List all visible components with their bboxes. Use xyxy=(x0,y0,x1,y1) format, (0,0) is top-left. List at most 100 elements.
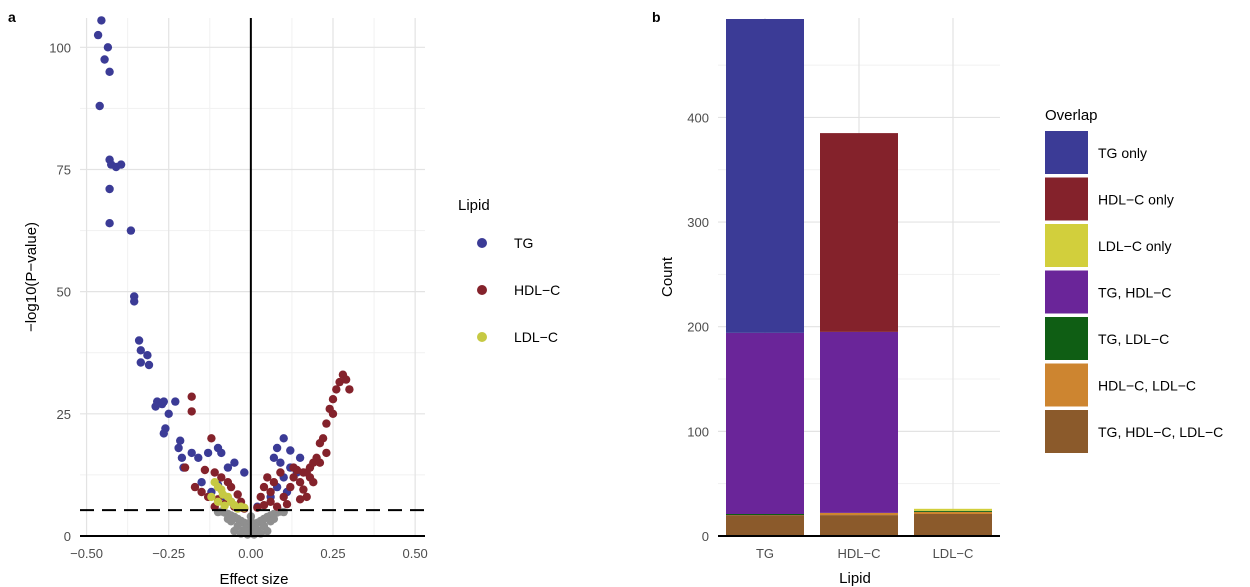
panel-a-point-tg xyxy=(240,468,249,477)
panel-a-point-hdl-c xyxy=(187,407,196,416)
panel-a-point-hdl-c xyxy=(341,375,351,384)
panel-b-label: b xyxy=(652,9,661,25)
panel-a-point-tg xyxy=(230,458,239,467)
panel-b-bar-segment xyxy=(820,515,898,536)
panel-a-point-hdl-c xyxy=(266,497,275,506)
panel-a-point-hdl-c xyxy=(272,502,282,511)
panel-a-point-tg xyxy=(174,443,183,453)
panel-a-point-tg xyxy=(177,453,187,462)
panel-a-point-hdl-c xyxy=(286,482,295,492)
panel-a-point-tg xyxy=(134,336,144,345)
panel-b-y-tick-label: 300 xyxy=(687,215,709,230)
panel-b-bar-segment xyxy=(820,331,898,513)
panel-a-point-tg xyxy=(269,453,279,462)
panel-a-point-tg xyxy=(97,16,106,25)
panel-b-legend-label: HDL−C only xyxy=(1098,192,1174,208)
panel-b-y-tick-label: 400 xyxy=(687,110,709,125)
panel-a-legend: Lipid TG HDL−C LDL−C xyxy=(458,197,560,345)
panel-b-x-tick-label: TG xyxy=(756,546,774,561)
panel-b-legend-key xyxy=(1045,363,1088,407)
panel-a-point-hdl-c xyxy=(332,385,341,394)
panel-a-point-hdl-c xyxy=(269,478,279,487)
panel-a-point-hdl-c xyxy=(299,468,308,477)
panel-a-point-tg xyxy=(105,184,114,194)
panel-b-bar-segment xyxy=(820,513,898,516)
panel-b-legend-label: HDL−C, LDL−C xyxy=(1098,378,1196,394)
panel-a-point-tg xyxy=(164,409,173,418)
panel-a-point-tg xyxy=(105,219,114,228)
panel-a-legend-title: Lipid xyxy=(458,197,490,214)
panel-b-legend-label: TG, HDL−C, LDL−C xyxy=(1098,424,1223,440)
panel-a-ticks: −0.50 −0.25 0.00 0.25 0.50 0 25 50 75 100 xyxy=(49,40,428,561)
panel-a-point-tg xyxy=(194,453,203,462)
panel-a-point-tg xyxy=(159,397,168,406)
panel-b-bar-segment xyxy=(726,333,804,514)
panel-a-grid xyxy=(80,18,425,537)
panel-a-points xyxy=(93,16,354,539)
panel-a-point-nonsignificant xyxy=(263,526,272,536)
panel-a-x-tick-label: −0.50 xyxy=(70,546,103,561)
panel-b-bar-segment xyxy=(914,508,992,511)
panel-a-point-hdl-c xyxy=(259,501,269,510)
panel-a-legend-key xyxy=(477,238,487,248)
panel-a-point-nonsignificant xyxy=(269,514,279,524)
panel-b-y-tick-label: 200 xyxy=(687,320,709,335)
panel-a-point-hdl-c xyxy=(210,468,219,477)
panel-b-ticks: 0 100 200 300 400 TG HDL−C LDL−C xyxy=(687,110,1000,561)
panel-b-legend-key xyxy=(1045,131,1088,174)
panel-a-point-hdl-c xyxy=(263,473,272,482)
panel-a-point-hdl-c xyxy=(279,492,288,502)
panel-a-point-tg xyxy=(187,448,196,458)
panel-a-point-hdl-c xyxy=(289,473,298,482)
panel-a-point-tg xyxy=(223,463,233,472)
panel-b-x-axis-title: Lipid xyxy=(839,570,871,587)
panel-a-point-hdl-c xyxy=(295,478,305,487)
panel-a-y-tick-label: 100 xyxy=(49,40,71,55)
panel-a-point-tg xyxy=(203,448,213,458)
panel-a-point-hdl-c xyxy=(302,492,311,502)
panel-a-point-nonsignificant xyxy=(230,526,239,536)
panel-a-point-hdl-c xyxy=(276,468,285,477)
panel-a-point-hdl-c xyxy=(180,463,190,472)
panel-a-point-hdl-c xyxy=(217,473,226,482)
panel-b-legend-label: TG, HDL−C xyxy=(1098,285,1172,301)
panel-a-point-tg xyxy=(276,458,285,467)
panel-b-bar-segment xyxy=(726,515,804,536)
panel-a-point-tg xyxy=(151,402,160,411)
panel-b-legend-label: LDL−C only xyxy=(1098,238,1172,254)
panel-a-volcano-plot: a −0.50 −0.25 0.00 0.25 0.50 0 25 50 75 100 Effec… xyxy=(8,9,560,587)
panel-a-x-tick-label: 0.50 xyxy=(402,546,427,561)
panel-b-bar-segment xyxy=(914,511,992,514)
panel-a-point-tg xyxy=(95,101,104,111)
panel-a-legend-label: HDL−C xyxy=(514,282,560,298)
panel-a-y-tick-label: 50 xyxy=(57,285,71,300)
panel-a-point-tg xyxy=(103,43,113,52)
panel-a-point-hdl-c xyxy=(345,385,354,394)
panel-b-y-tick-label: 0 xyxy=(702,529,709,544)
panel-a-legend-label: LDL−C xyxy=(514,329,558,345)
panel-a-legend-label: TG xyxy=(514,235,533,251)
panel-a-point-hdl-c xyxy=(190,482,200,492)
panel-b-bar-segment xyxy=(726,19,804,333)
panel-b-legend-title: Overlap xyxy=(1045,107,1098,124)
panel-a-point-tg xyxy=(197,478,206,487)
panel-a-point-tg xyxy=(295,453,305,462)
panel-a-point-ldl-c xyxy=(207,492,216,502)
panel-b-legend-key xyxy=(1045,270,1088,314)
panel-b-bar-segment xyxy=(726,514,804,515)
panel-a-point-tg xyxy=(93,30,103,40)
panel-b-legend-key xyxy=(1045,177,1088,221)
panel-b-bars xyxy=(726,19,992,536)
panel-a-point-nonsignificant xyxy=(223,514,233,524)
panel-a-point-tg xyxy=(100,55,109,64)
panel-a-legend-key xyxy=(477,332,487,342)
panel-b-bar-segment xyxy=(914,510,992,512)
panel-a-point-tg xyxy=(143,351,152,360)
panel-a-reference-lines xyxy=(80,18,425,537)
panel-a-y-axis-title: −log10(P−value) xyxy=(23,222,40,332)
panel-a-point-tg xyxy=(116,160,126,169)
panel-a-x-tick-label: 0.25 xyxy=(320,546,345,561)
panel-b-x-tick-label: HDL−C xyxy=(838,546,881,561)
